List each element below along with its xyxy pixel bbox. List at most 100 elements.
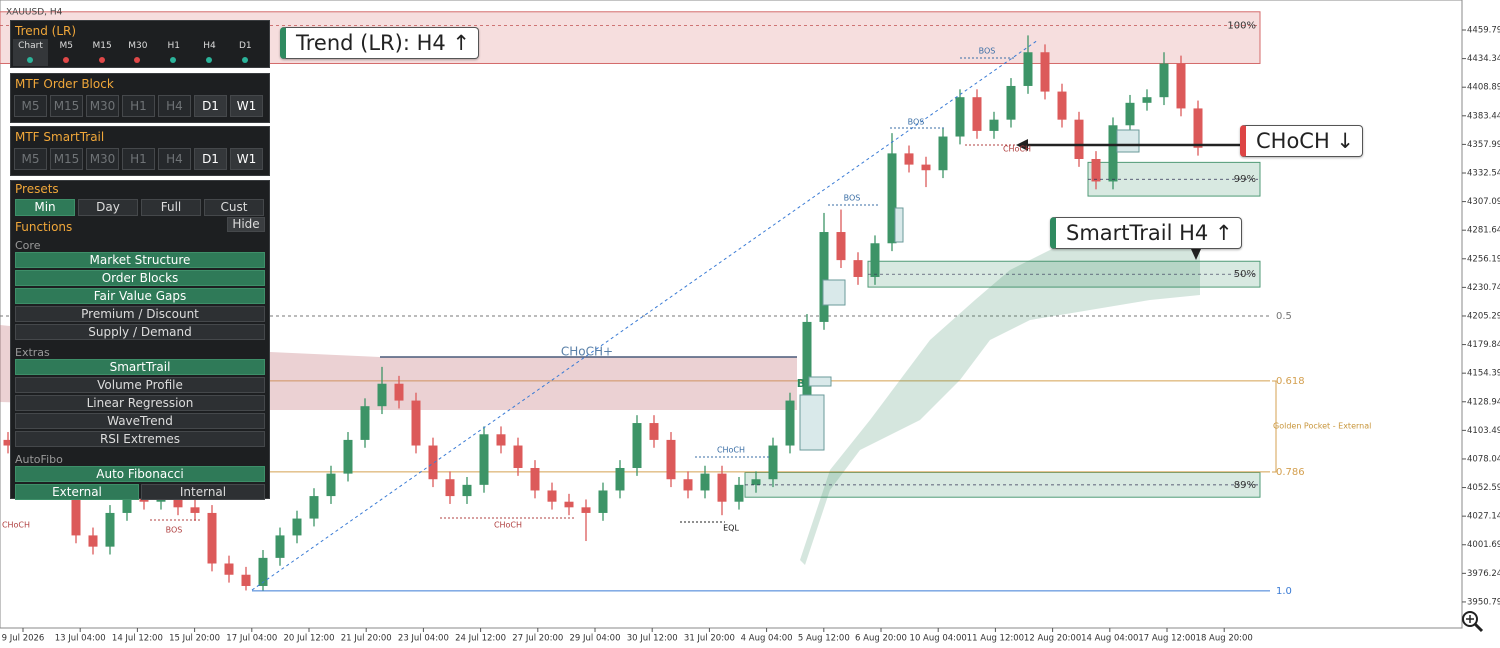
toggle-button[interactable]: Supply / Demand [15,324,265,340]
toggle-button[interactable]: Cust [204,199,264,216]
trend-cell[interactable]: D1 [228,39,263,66]
toggle-button[interactable]: RSI Extremes [15,431,265,447]
toggle-button[interactable]: H1 [122,148,155,170]
toggle-button[interactable]: SmartTrail [15,359,265,375]
toggle-button[interactable]: M30 [86,148,119,170]
x-tick-label: 21 Jul 20:00 [341,634,392,644]
toggle-button[interactable]: Market Structure [15,252,265,268]
candle-body [105,512,115,547]
toggle-button[interactable]: M5 [14,148,47,170]
trend-cell[interactable]: H1 [156,39,191,66]
candle-body [1057,91,1067,120]
toggle-button[interactable]: M30 [86,95,119,117]
trend-label: M30 [128,41,148,51]
trend-dot [241,57,248,63]
toggle-button[interactable]: Order Blocks [15,270,265,286]
candle-body [1108,125,1118,182]
candle-body [496,434,506,446]
x-tick-label: 14 Aug 04:00 [1081,634,1138,644]
candle-body [666,439,676,480]
y-tick-label: 4154.39 [1467,369,1500,379]
zoom-icon[interactable] [1462,611,1484,633]
candle-body [836,232,846,261]
structure-label: CHoCH [2,521,30,530]
candle-body [955,97,965,137]
toggle-button[interactable]: M5 [14,95,47,117]
y-tick-label: 4001.69 [1467,540,1500,550]
y-tick-label: 4332.54 [1467,168,1500,178]
toggle-button[interactable]: Internal [141,484,265,500]
zone-label: 89% [1234,480,1256,491]
toggle-button[interactable]: D1 [194,148,227,170]
candle-body [428,445,438,480]
candle-body [71,479,81,536]
fib-label: 0.786 [1276,467,1305,478]
trend-callout: Trend (LR): H4 ↑ [280,27,479,59]
toggle-button[interactable]: Full [141,199,201,216]
group-title: AutoFibo [15,453,63,466]
trend-dot [206,57,212,63]
candle-body [734,484,744,502]
toggle-button[interactable]: W1 [230,148,263,170]
x-tick-label: 5 Aug 12:00 [798,634,850,644]
candle-body [1159,63,1169,98]
toggle-button[interactable]: Volume Profile [15,377,265,393]
trend-cell[interactable]: Chart [13,39,48,66]
trend-label: M5 [59,41,74,51]
toggle-button[interactable]: H4 [158,95,191,117]
x-tick-label: 18 Aug 20:00 [1196,634,1253,644]
candle-body [1023,52,1033,86]
candle-body [853,260,863,277]
toggle-button[interactable]: WaveTrend [15,413,265,429]
x-tick-label: 11 Aug 12:00 [967,634,1024,644]
trend-cell[interactable]: M5 [49,39,84,66]
functions-section: Presets Min Day Full Cust Functions Hide Core Ma… [10,180,270,500]
candle-body [292,518,302,536]
toggle-button[interactable]: Premium / Discount [15,306,265,322]
toggle-button[interactable]: Auto Fibonacci [15,466,265,482]
candle-body [938,136,948,171]
candle-body [462,484,472,497]
x-tick-label: 15 Jul 20:00 [169,634,220,644]
toggle-button[interactable]: D1 [194,95,227,117]
trend-cell[interactable]: M30 [120,39,155,66]
smarttrail-arrowhead [1191,249,1201,260]
trend-label: Chart [18,41,43,51]
hide-button[interactable]: Hide [227,217,265,232]
candle-body [88,535,98,547]
candle-body [190,507,200,513]
group-title: Extras [15,346,50,359]
candle-body [224,563,234,575]
toggle-button[interactable]: External [15,484,139,500]
trend-cell[interactable]: H4 [192,39,227,66]
fib-label: 0.5 [1276,311,1292,322]
toggle-button[interactable]: Min [15,199,75,216]
x-tick-label: 29 Jul 04:00 [570,634,621,644]
smarttrail-band [800,240,1200,565]
x-tick-label: 30 Jul 12:00 [627,634,678,644]
y-tick-label: 4256.19 [1467,254,1500,264]
toggle-button[interactable]: Linear Regression [15,395,265,411]
candle-body [547,490,557,502]
mtf-section: MTF SmartTrail M5 M15 M30 H1 H4 D1 W1 [10,126,270,176]
y-tick-label: 4383.44 [1467,111,1500,121]
toggle-button[interactable]: Day [78,199,138,216]
zone-label: 50% [1234,269,1256,280]
toggle-button[interactable]: H1 [122,95,155,117]
y-tick-label: 4230.74 [1467,283,1500,293]
y-tick-label: 4103.49 [1467,426,1500,436]
structure-label: CHoCH [1003,145,1031,154]
x-tick-label: 17 Jul 04:00 [226,634,277,644]
section-title: Functions [15,220,73,234]
candle-body [598,490,608,513]
toggle-button[interactable]: Fair Value Gaps [15,288,265,304]
x-tick-label: 13 Jul 04:00 [55,634,106,644]
trend-cell[interactable]: M15 [85,39,120,66]
toggle-button[interactable]: M15 [50,95,83,117]
toggle-button[interactable]: H4 [158,148,191,170]
candle-body [768,445,778,480]
x-tick-label: 12 Aug 20:00 [1024,634,1081,644]
toggle-button[interactable]: M15 [50,148,83,170]
toggle-button[interactable]: W1 [230,95,263,117]
